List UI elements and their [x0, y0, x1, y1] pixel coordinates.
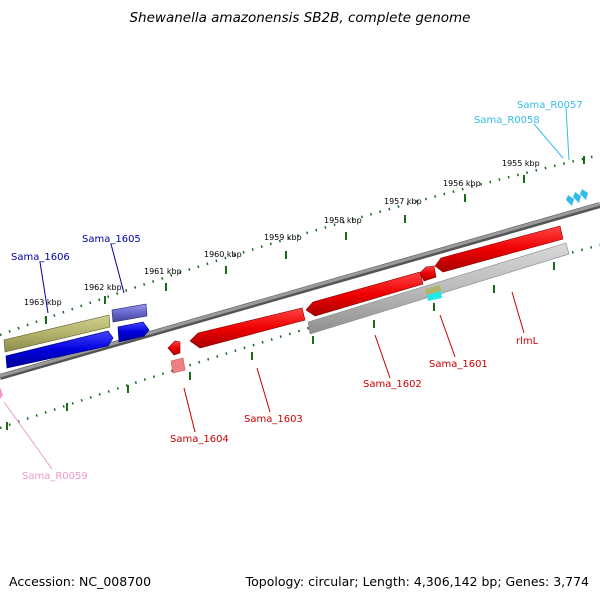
label-rlml[interactable]: rlmL	[516, 336, 539, 347]
tick-label-1960: 1960 kbp	[204, 250, 242, 259]
outer-tick-track	[0, 153, 600, 337]
tick-label-1958: 1958 kbp	[324, 216, 362, 225]
feature-sama-1601-small[interactable]	[419, 265, 437, 282]
trna-chevron	[566, 195, 574, 206]
feature-olive-small[interactable]	[425, 285, 441, 295]
feature-sama-1602[interactable]	[305, 271, 424, 317]
feature-sama-1606[interactable]	[5, 330, 114, 369]
callout-line-sama-1603	[256, 367, 271, 413]
feature-rlml[interactable]	[434, 225, 564, 273]
genome-stats-text: Topology: circular; Length: 4,306,142 bp…	[245, 574, 589, 589]
callout-line-sama-1602	[374, 334, 391, 379]
label-sama-r0057[interactable]: Sama_R0057	[517, 100, 583, 111]
callout-line-sama-1604	[183, 387, 196, 433]
callout-line-sama-1606	[39, 261, 49, 314]
map-title: Shewanella amazonensis SB2B, complete ge…	[129, 10, 471, 26]
callout-line-rlml	[511, 291, 525, 334]
label-sama-r0059[interactable]: Sama_R0059	[22, 471, 88, 482]
tick-label-1961: 1961 kbp	[144, 267, 182, 276]
feature-sama-1605[interactable]	[117, 321, 150, 343]
tick-label-1963: 1963 kbp	[24, 298, 62, 307]
trna-chevrons[interactable]	[566, 189, 588, 206]
callout-line-sama-r0057	[565, 107, 570, 161]
callout-line-sama-r0059	[3, 401, 53, 470]
callout-line-sama-1601	[439, 314, 456, 358]
tick-label-1956: 1956 kbp	[443, 179, 481, 188]
feature-sama-1604-light[interactable]	[170, 357, 186, 374]
feature-sama-1606-olive[interactable]	[3, 314, 111, 353]
feature-cyan-small[interactable]	[427, 291, 442, 301]
feature-sama-1604[interactable]	[167, 340, 181, 356]
genome-backbone	[0, 202, 600, 378]
accession-text: Accession: NC_008700	[9, 574, 152, 589]
feature-sama-1605-purple[interactable]	[111, 303, 148, 323]
tick-label-1957: 1957 kbp	[384, 197, 422, 206]
feature-sama-1603[interactable]	[189, 307, 306, 349]
trna-chevron	[580, 189, 588, 200]
tick-label-1955: 1955 kbp	[502, 159, 540, 168]
label-sama-1604[interactable]: Sama_1604	[170, 434, 229, 445]
label-sama-1605[interactable]: Sama_1605	[82, 234, 141, 245]
callout-line-sama-r0058	[533, 123, 564, 159]
inner-tick-track	[0, 243, 600, 430]
tick-label-1962: 1962 kbp	[84, 283, 122, 292]
trna-chevron	[573, 192, 581, 203]
label-sama-1603[interactable]: Sama_1603	[244, 414, 303, 425]
label-sama-1601[interactable]: Sama_1601	[429, 359, 488, 370]
label-sama-1602[interactable]: Sama_1602	[363, 379, 422, 390]
callout-line-sama-1605	[110, 243, 125, 294]
label-sama-1606[interactable]: Sama_1606	[11, 252, 70, 263]
label-sama-r0058[interactable]: Sama_R0058	[474, 115, 540, 126]
feature-sama-r0059[interactable]	[0, 387, 3, 399]
tick-label-1959: 1959 kbp	[264, 233, 302, 242]
